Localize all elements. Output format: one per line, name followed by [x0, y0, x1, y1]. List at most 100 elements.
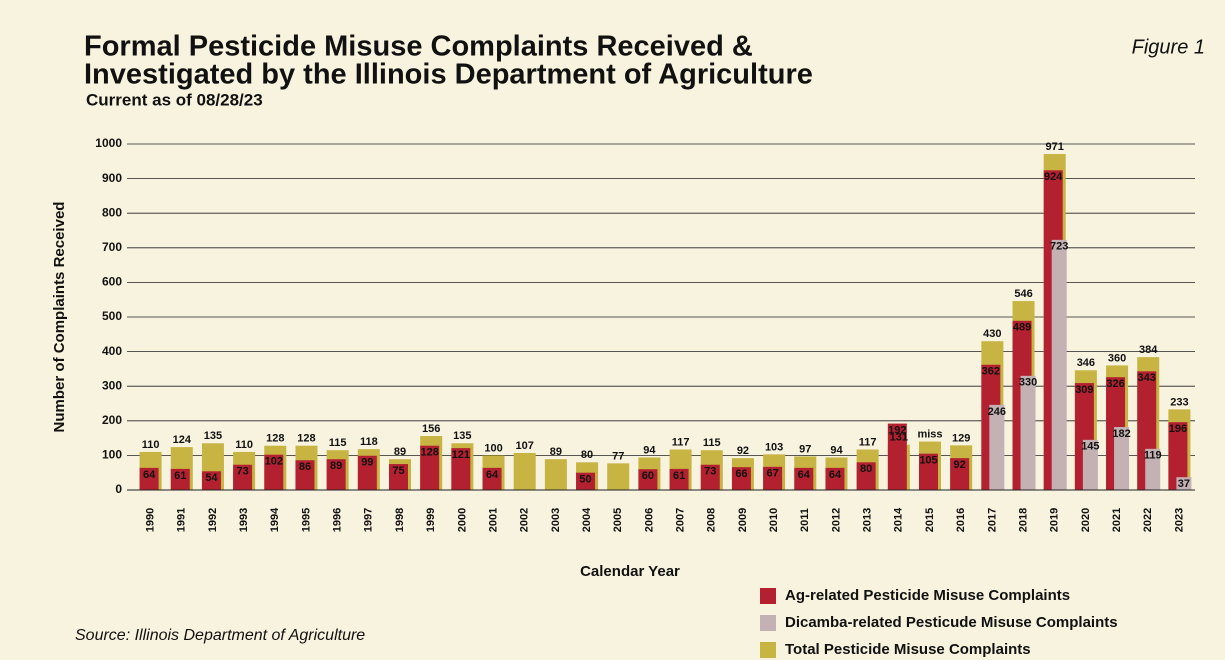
- x-tick-label: 1998: [394, 508, 406, 532]
- x-axis-title: Calendar Year: [580, 563, 680, 580]
- x-tick-label: 2021: [1111, 508, 1123, 532]
- x-tick-label: 2012: [830, 508, 842, 532]
- bar: [607, 463, 630, 490]
- data-label: 362: [982, 366, 1000, 378]
- legend-label: Total Pesticide Misuse Complaints: [785, 641, 1031, 658]
- bar: [638, 469, 658, 490]
- bar: [794, 467, 814, 490]
- data-label: miss: [917, 428, 942, 440]
- bar: [1168, 422, 1188, 490]
- bar: [201, 471, 221, 490]
- x-tick-label: 2020: [1080, 508, 1092, 532]
- data-label: 64: [798, 469, 811, 481]
- data-label: 94: [643, 444, 656, 456]
- bar: [1114, 427, 1130, 490]
- data-label: 121: [452, 449, 470, 461]
- bar: [887, 423, 907, 490]
- x-tick-label: 2002: [519, 508, 531, 532]
- figure-label: Figure 1: [1132, 36, 1205, 58]
- bar: [326, 459, 346, 490]
- x-tick-label: 1999: [425, 508, 437, 532]
- bar: [856, 462, 876, 490]
- x-tick-label: 1994: [269, 507, 281, 532]
- bar: [264, 454, 284, 490]
- chart-subtitle: Current as of 08/28/23: [86, 90, 263, 109]
- x-tick-label: 1997: [363, 508, 375, 532]
- data-label: 115: [703, 437, 721, 449]
- y-tick-label: 0: [115, 482, 122, 496]
- bar: [763, 466, 783, 490]
- data-label: 105: [919, 455, 937, 467]
- x-tick-label: 2014: [893, 507, 905, 532]
- x-tick-label: 2016: [955, 508, 967, 532]
- bar: [989, 404, 1005, 490]
- data-label: 131: [890, 432, 908, 444]
- bar: [1020, 375, 1036, 490]
- chart-title: Investigated by the Illinois Department …: [84, 59, 813, 91]
- data-label: 64: [486, 469, 499, 481]
- y-tick-label: 300: [102, 378, 122, 392]
- data-label: 360: [1108, 352, 1126, 364]
- x-tick-label: 2011: [799, 508, 811, 532]
- x-tick-label: 1996: [332, 508, 344, 532]
- bar: [389, 464, 408, 490]
- data-label: 118: [360, 436, 378, 448]
- x-tick-label: 1995: [300, 508, 312, 532]
- x-tick-label: 2005: [612, 508, 624, 532]
- chart-title: Formal Pesticide Misuse Complaints Recei…: [84, 31, 753, 63]
- bar: [233, 464, 253, 490]
- data-label: 64: [143, 469, 156, 481]
- data-label: 75: [392, 465, 404, 477]
- x-tick-label: 2004: [581, 507, 593, 532]
- bar: [950, 458, 970, 490]
- data-label: 924: [1044, 171, 1063, 183]
- data-label: 330: [1019, 377, 1037, 389]
- bar: [513, 452, 536, 490]
- bar: [482, 467, 502, 490]
- y-tick-label: 800: [102, 205, 122, 219]
- data-label: 61: [174, 470, 186, 482]
- data-label: 971: [1046, 141, 1064, 153]
- data-label: 430: [983, 328, 1001, 340]
- bar: [1051, 239, 1067, 490]
- legend-swatch: [760, 588, 776, 604]
- data-label: 192: [888, 424, 906, 436]
- data-label: 64: [829, 469, 842, 481]
- data-label: 107: [516, 440, 534, 452]
- x-tick-label: 2006: [643, 508, 655, 532]
- data-label: 89: [550, 446, 562, 458]
- bar: [731, 467, 751, 490]
- data-label: 156: [422, 423, 440, 435]
- data-label: 145: [1081, 441, 1099, 453]
- data-label: 73: [704, 466, 716, 478]
- data-label: 80: [860, 463, 872, 475]
- data-label: 343: [1138, 372, 1156, 384]
- data-label: 110: [235, 439, 253, 451]
- bar: [576, 472, 596, 490]
- data-label: 128: [266, 433, 284, 445]
- data-label: 117: [672, 436, 690, 448]
- data-label: 128: [297, 433, 315, 445]
- data-label: 309: [1075, 384, 1093, 396]
- x-tick-label: 2010: [768, 508, 780, 532]
- y-tick-label: 700: [102, 240, 122, 254]
- data-label: 37: [1178, 478, 1190, 490]
- data-label: 77: [612, 450, 624, 462]
- data-label: 129: [952, 432, 970, 444]
- x-tick-label: 2009: [737, 508, 749, 532]
- bar: [825, 467, 845, 490]
- x-tick-label: 2003: [550, 508, 562, 532]
- x-tick-label: 2000: [456, 508, 468, 532]
- y-axis-title: Number of Complaints Received: [51, 202, 68, 433]
- x-tick-label: 2001: [487, 508, 499, 532]
- data-label: 97: [799, 443, 811, 455]
- data-label: 73: [236, 466, 248, 478]
- data-label: 60: [642, 470, 654, 482]
- bar: [420, 445, 440, 490]
- legend-swatch: [760, 615, 776, 631]
- data-label: 66: [735, 468, 747, 480]
- data-label: 128: [420, 447, 438, 459]
- data-label: 233: [1170, 396, 1188, 408]
- y-tick-label: 500: [102, 309, 122, 323]
